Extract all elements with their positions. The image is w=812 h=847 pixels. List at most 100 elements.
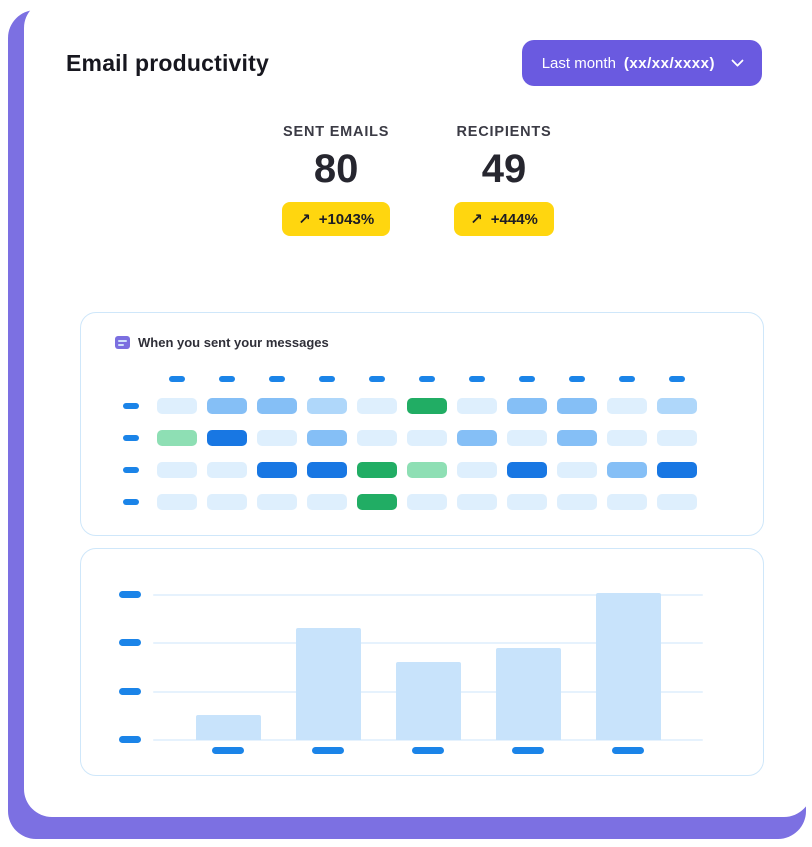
gridline (153, 739, 703, 742)
bar-plot-area (119, 589, 703, 754)
row-dash (123, 499, 139, 505)
heatmap-cell (207, 494, 247, 510)
column-dash (519, 376, 535, 382)
heatmap-cell (207, 430, 247, 446)
heatmap-cell (407, 430, 447, 446)
heatmap-cell (357, 398, 397, 414)
heatmap-cell (357, 430, 397, 446)
heatmap-cell (607, 494, 647, 510)
heatmap-cell (557, 398, 597, 414)
period-label: Last month (541, 54, 616, 72)
heatmap-cell (507, 494, 547, 510)
row-label-slot (121, 499, 147, 505)
heatmap-cell (507, 398, 547, 414)
heatmap-cell (257, 398, 297, 414)
heatmap-cell (157, 398, 197, 414)
heatmap-cell (557, 430, 597, 446)
heatmap-cell (657, 398, 697, 414)
heatmap-cell (657, 462, 697, 478)
stat-label: SENT EMAILS (283, 124, 390, 140)
bar (395, 662, 461, 740)
column-dash (369, 376, 385, 382)
heatmap-cell (307, 398, 347, 414)
column-label-slot (207, 376, 247, 382)
heatmap-title: When you sent your messages (138, 335, 329, 350)
y-tick-dash (119, 736, 141, 744)
column-label-slot (407, 376, 447, 382)
column-label-slot (507, 376, 547, 382)
row-dash (123, 435, 139, 441)
trend-value: +1043% (318, 210, 375, 228)
x-tick-dash (212, 747, 244, 754)
heatmap-cell (557, 494, 597, 510)
gridline (153, 593, 703, 596)
heatmap-cell (257, 430, 297, 446)
heatmap-cell (607, 462, 647, 478)
x-tick-dash (412, 747, 444, 754)
column-dash (319, 376, 335, 382)
heatmap-cell (157, 462, 197, 478)
period-dropdown-button[interactable]: Last month (xx/xx/xxxx) (521, 40, 762, 86)
x-tick-dash (512, 747, 544, 754)
messages-icon (115, 336, 130, 349)
heatmap-cell (307, 494, 347, 510)
period-value: (xx/xx/xxxx) (623, 54, 715, 72)
heatmap-cell (507, 430, 547, 446)
heatmap-cell (207, 398, 247, 414)
column-dash (269, 376, 285, 382)
stats-row: SENT EMAILS 80 ↗ +1043% RECIPIENTS 49 ↗ … (24, 124, 812, 236)
heatmap-cell (157, 494, 197, 510)
chevron-down-icon (731, 53, 744, 67)
bar (595, 593, 661, 740)
y-tick-dash (119, 639, 141, 647)
row-label-slot (121, 403, 147, 409)
bar (495, 648, 561, 740)
bar (195, 715, 261, 740)
y-tick-dash (119, 590, 141, 598)
column-dash (419, 376, 435, 382)
trend-up-icon: ↗ (470, 211, 483, 228)
heatmap-cell (407, 398, 447, 414)
column-label-slot (457, 376, 497, 382)
trend-badge: ↗ +1043% (282, 202, 391, 236)
heatmap-cell (457, 494, 497, 510)
x-tick-dash (612, 747, 644, 754)
heatmap-cell (607, 398, 647, 414)
column-dash (469, 376, 485, 382)
stat-label: RECIPIENTS (456, 124, 552, 140)
column-dash (669, 376, 685, 382)
bar (295, 628, 361, 740)
y-tick-dash (119, 687, 141, 695)
heatmap-cell (307, 430, 347, 446)
heatmap-cell (357, 462, 397, 478)
page-title: Email productivity (66, 49, 269, 76)
stat-recipients: RECIPIENTS 49 ↗ +444% (454, 124, 554, 236)
email-productivity-card: Email productivity Last month (xx/xx/xxx… (24, 0, 812, 817)
trend-value: +444% (490, 210, 538, 228)
trend-up-icon: ↗ (298, 211, 311, 228)
stat-value: 49 (481, 147, 527, 191)
row-label-slot (121, 467, 147, 473)
column-label-slot (257, 376, 297, 382)
heatmap-cell (507, 462, 547, 478)
stat-value: 80 (313, 147, 359, 191)
heatmap-cell (307, 462, 347, 478)
heatmap-grid (121, 376, 763, 510)
column-label-slot (657, 376, 697, 382)
column-label-slot (557, 376, 597, 382)
heatmap-cell (557, 462, 597, 478)
heatmap-card: When you sent your messages (80, 312, 764, 536)
heatmap-title-row: When you sent your messages (81, 313, 763, 350)
row-dash (123, 403, 139, 409)
heatmap-cell (407, 494, 447, 510)
bar-chart-card (80, 548, 764, 776)
heatmap-cell (207, 462, 247, 478)
heatmap-cell (457, 462, 497, 478)
heatmap-cell (357, 494, 397, 510)
column-dash (569, 376, 585, 382)
column-dash (619, 376, 635, 382)
row-dash (123, 467, 139, 473)
stat-sent-emails: SENT EMAILS 80 ↗ +1043% (282, 124, 391, 236)
gridline (153, 642, 703, 645)
